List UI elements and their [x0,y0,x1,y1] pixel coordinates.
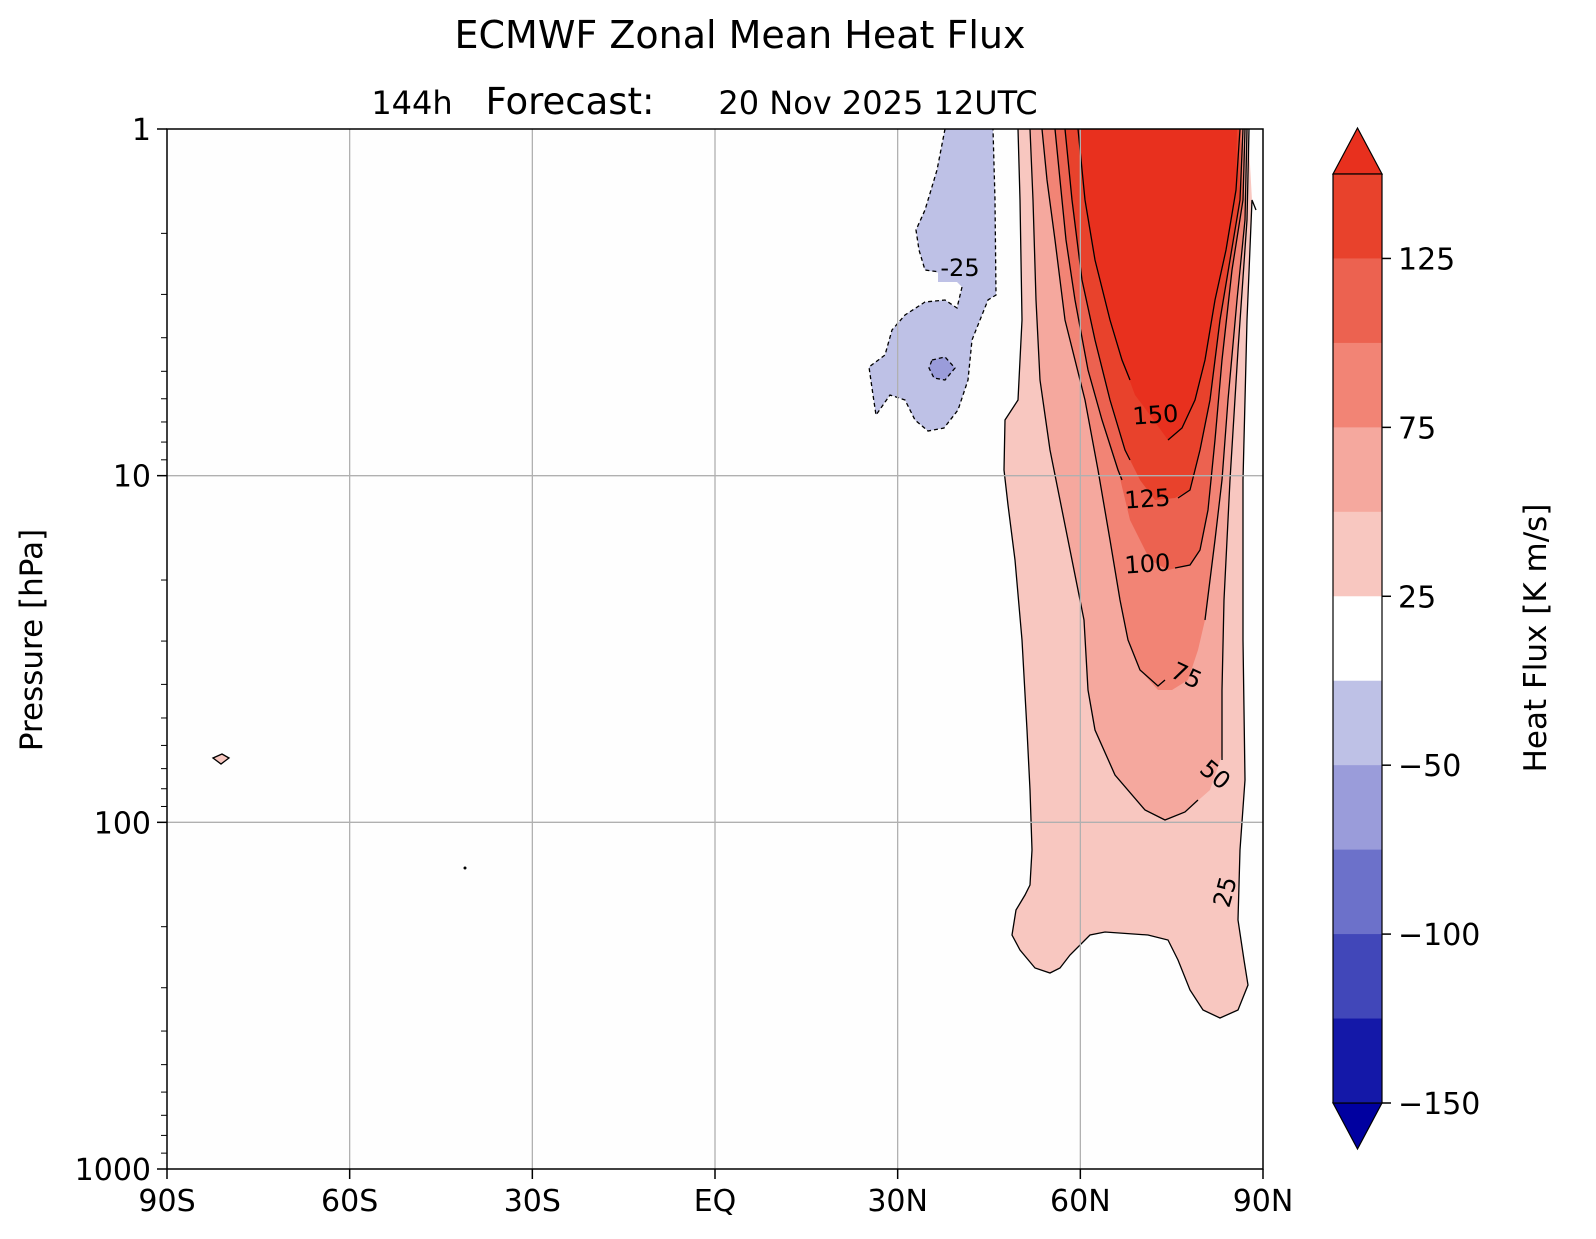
contour-neg50 [928,356,956,381]
x-axis-ticks: 90S 60S 30S EQ 30N 60N 90N [138,1169,1293,1219]
contour-label-100: 100 [1124,548,1172,579]
chart-subtitle-label: Forecast: [485,80,654,123]
x-tick-label: 60S [321,1184,378,1219]
colorbar-bin [1333,596,1382,682]
x-tick-label: 30N [867,1184,928,1219]
fill-neg-50-75 [929,357,955,380]
chart-title: ECMWF Zonal Mean Heat Flux [455,13,1026,57]
colorbar-bin [1333,342,1382,428]
colorbar-bin [1333,258,1382,344]
contour-label-neg25: -25 [940,254,979,282]
contour-50b [1221,129,1250,760]
colorbar-tick-label: 75 [1398,411,1436,446]
colorbar-bin [1333,934,1382,1020]
x-tick-label: 60N [1050,1184,1111,1219]
colorbar-bin [1333,174,1382,259]
colorbar-tick-label: −50 [1398,749,1461,784]
colorbar-tick-label: −100 [1398,918,1480,953]
contour-25 [1003,129,1257,1019]
fill-150-plus [1078,129,1237,440]
y-tick-label: 1 [132,113,151,148]
contour-125 [1064,129,1131,461]
colorbar-tick-label: 125 [1398,242,1455,277]
colorbar-bin [1333,511,1382,597]
colorbar: 125 75 25 −50 −100 −150 [1332,126,1480,1151]
contour-150 [1077,129,1131,381]
contour-150b [1167,129,1241,441]
colorbar-extend-min [1332,1102,1383,1151]
label-bg-neg25 [938,252,982,282]
x-tick-label: 90S [138,1184,195,1219]
x-tick-label: 90N [1233,1184,1294,1219]
fill-neg-25-50 [869,129,996,431]
colorbar-tick-label: 25 [1398,580,1436,615]
colorbar-bin [1333,765,1382,851]
y-axis-label: Pressure [hPa] [14,529,50,751]
x-tick-label: EQ [694,1184,737,1219]
contour-neg25 [915,129,946,273]
contour-75b [1204,129,1248,621]
contour-125b [1177,129,1244,499]
colorbar-bin [1333,849,1382,935]
contour-fills [211,129,1257,1019]
y-tick-label: 10 [113,460,151,495]
chart-subtitle-lead: 144h [371,84,452,122]
colorbar-tick-label: −150 [1398,1087,1480,1122]
colorbar-label: Heat Flux [K m/s] [1518,504,1554,773]
colorbar-bin [1333,427,1382,513]
colorbar-extend-max [1332,126,1383,175]
contour-small-blob [211,753,231,765]
y-tick-label: 1000 [75,1153,151,1188]
contour-75 [1041,129,1166,687]
chart-subtitle-date: 20 Nov 2025 12UTC [718,84,1037,122]
contour-100b [1174,129,1246,569]
grid-lines [167,129,1263,1169]
contour-100 [1054,129,1123,481]
contour-dot [463,866,467,870]
colorbar-frame [1332,173,1383,1104]
contour-label-150: 150 [1132,399,1180,430]
x-tick-label: 30S [504,1184,561,1219]
colorbar-bin [1333,680,1382,766]
contour-50 [1029,129,1199,821]
colorbar-bin [1333,1018,1382,1104]
contour-label-125: 125 [1124,483,1172,514]
y-tick-label: 100 [94,806,151,841]
y-axis-ticks: 1 10 100 1000 [75,113,167,1188]
